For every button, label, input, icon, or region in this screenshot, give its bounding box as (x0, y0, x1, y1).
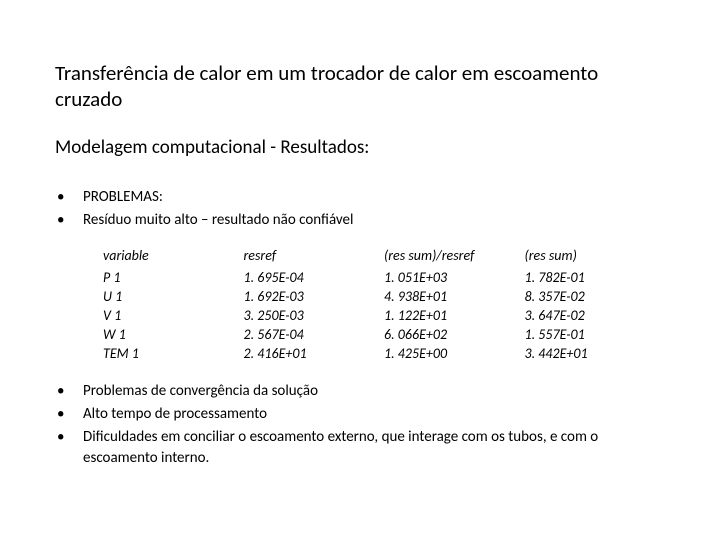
bullet-icon: • (55, 210, 83, 231)
table-row: V 1 3. 250E-03 1. 122E+01 3. 647E-02 (103, 306, 665, 325)
cell: 1. 695E-04 (244, 268, 385, 287)
cell: 3. 442E+01 (525, 344, 666, 363)
bullet-label: Dificuldades em conciliar o escoamento e… (83, 427, 665, 469)
list-item: • Resíduo muito alto – resultado não con… (55, 210, 665, 231)
page-subtitle: Modelagem computacional - Resultados: (55, 136, 665, 159)
results-table-wrap: variable resref (res sum)/resref (res su… (55, 245, 665, 363)
cell: 1. 122E+01 (384, 306, 525, 325)
list-item: • Problemas de convergência da solução (55, 381, 665, 402)
list-item: • Alto tempo de processamento (55, 404, 665, 425)
cell: 4. 938E+01 (384, 287, 525, 306)
bullets-bottom: • Problemas de convergência da solução •… (55, 381, 665, 469)
bullet-icon: • (55, 427, 83, 469)
col-variable: variable (103, 245, 244, 268)
cell: 1. 425E+00 (384, 344, 525, 363)
cell: TEM 1 (103, 344, 244, 363)
cell: U 1 (103, 287, 244, 306)
bullet-icon: • (55, 187, 83, 208)
table-row: W 1 2. 567E-04 6. 066E+02 1. 557E-01 (103, 325, 665, 344)
table-header-row: variable resref (res sum)/resref (res su… (103, 245, 665, 268)
results-table: variable resref (res sum)/resref (res su… (103, 245, 665, 363)
cell: 2. 416E+01 (244, 344, 385, 363)
col-resref: resref (244, 245, 385, 268)
table-row: TEM 1 2. 416E+01 1. 425E+00 3. 442E+01 (103, 344, 665, 363)
bullet-label: PROBLEMAS: (83, 187, 665, 208)
list-item: • PROBLEMAS: (55, 187, 665, 208)
bullet-icon: • (55, 381, 83, 402)
cell: V 1 (103, 306, 244, 325)
cell: 8. 357E-02 (525, 287, 666, 306)
list-item: • Dificuldades em conciliar o escoamento… (55, 427, 665, 469)
cell: 3. 250E-03 (244, 306, 385, 325)
table-row: P 1 1. 695E-04 1. 051E+03 1. 782E-01 (103, 268, 665, 287)
cell: 6. 066E+02 (384, 325, 525, 344)
bullet-icon: • (55, 404, 83, 425)
cell: 1. 051E+03 (384, 268, 525, 287)
cell: 3. 647E-02 (525, 306, 666, 325)
col-ressum: (res sum) (525, 245, 666, 268)
cell: 1. 782E-01 (525, 268, 666, 287)
bullets-top: • PROBLEMAS: • Resíduo muito alto – resu… (55, 187, 665, 231)
table-row: U 1 1. 692E-03 4. 938E+01 8. 357E-02 (103, 287, 665, 306)
cell: W 1 (103, 325, 244, 344)
bullet-label: Resíduo muito alto – resultado não confi… (83, 210, 665, 231)
cell: 2. 567E-04 (244, 325, 385, 344)
cell: 1. 557E-01 (525, 325, 666, 344)
col-ratio: (res sum)/resref (384, 245, 525, 268)
page-title: Transferência de calor em um trocador de… (55, 60, 665, 112)
bullet-label: Alto tempo de processamento (83, 404, 665, 425)
bullet-label: Problemas de convergência da solução (83, 381, 665, 402)
cell: 1. 692E-03 (244, 287, 385, 306)
cell: P 1 (103, 268, 244, 287)
